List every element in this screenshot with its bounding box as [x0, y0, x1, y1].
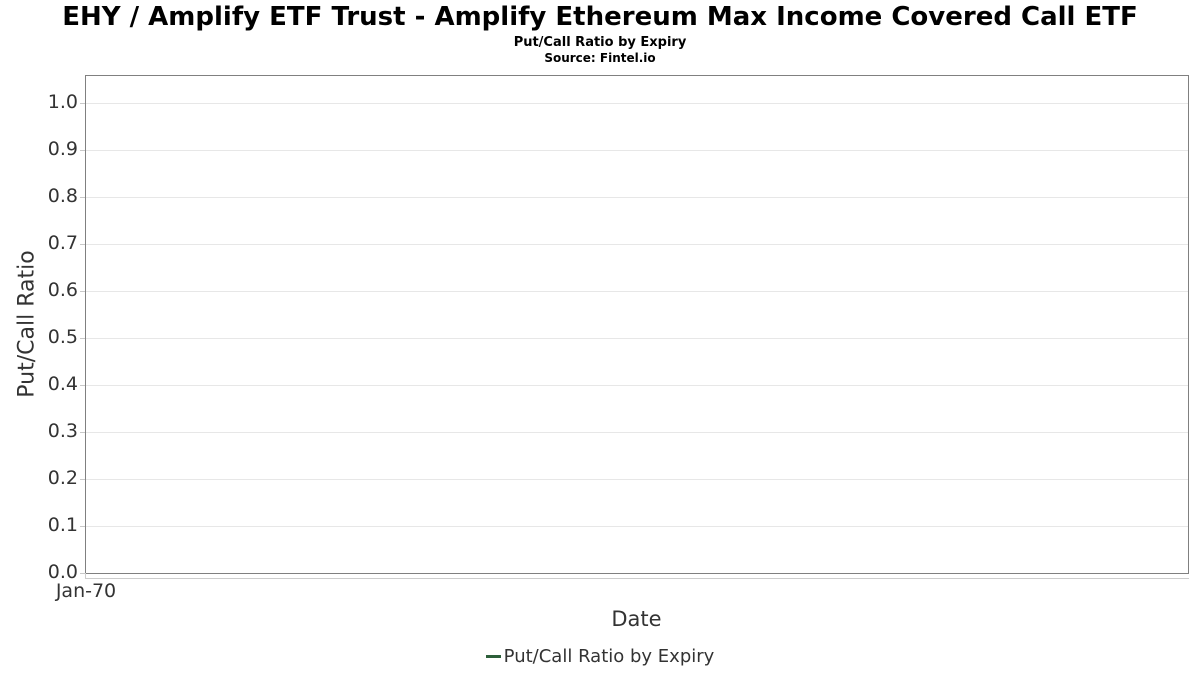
- legend-item-label: Put/Call Ratio by Expiry: [503, 646, 715, 667]
- legend-item[interactable]: Put/Call Ratio by Expiry: [485, 646, 715, 667]
- gridline: [86, 384, 1188, 386]
- gridline: [86, 431, 1188, 433]
- gridline: [86, 525, 1188, 527]
- gridline: [86, 102, 1188, 104]
- gridline: [86, 196, 1188, 198]
- y-axis-ticks: 0.0 0.1 0.2 0.3 0.4 0.5 0.6 0.7 0.8 0.9 1.0: [0, 75, 78, 583]
- y-tick-mark: [80, 573, 85, 574]
- gridline: [86, 290, 1188, 292]
- x-tick-label: Jan-70: [55, 580, 117, 602]
- gridline: [86, 243, 1188, 245]
- legend: Put/Call Ratio by Expiry: [0, 646, 1200, 667]
- y-tick-mark: [80, 243, 85, 245]
- y-tick-mark: [80, 149, 85, 151]
- chart-subtitle: Put/Call Ratio by Expiry: [513, 35, 687, 50]
- x-axis-title: Date: [611, 607, 662, 631]
- y-tick-mark: [80, 102, 85, 104]
- y-axis-title: Put/Call Ratio: [14, 250, 40, 398]
- plot-area: [80, 75, 1189, 574]
- y-tick-label: 0.0: [47, 561, 78, 583]
- y-tick-label: 1.0: [47, 90, 78, 113]
- x-axis-line: [85, 578, 1189, 579]
- gridline: [86, 478, 1188, 480]
- chart-title: EHY / Amplify ETF Trust - Amplify Ethere…: [62, 2, 1138, 32]
- y-tick-mark: [80, 290, 85, 292]
- y-tick-mark: [80, 384, 85, 386]
- legend-line-marker-icon: [485, 655, 501, 658]
- y-tick-label: 0.5: [47, 325, 78, 348]
- y-tick-label: 0.3: [47, 419, 78, 442]
- y-tick-label: 0.2: [47, 466, 78, 489]
- y-tick-label: 0.9: [47, 137, 78, 160]
- chart-source: Source: Fintel.io: [544, 51, 656, 65]
- y-tick-label: 0.1: [47, 513, 78, 536]
- y-tick-mark: [80, 337, 85, 339]
- y-tick-mark: [80, 478, 85, 480]
- y-tick-mark: [80, 431, 85, 433]
- y-tick-label: 0.8: [47, 184, 78, 207]
- y-tick-mark: [80, 196, 85, 198]
- y-tick-mark: [80, 525, 85, 527]
- gridline: [86, 337, 1188, 339]
- y-tick-label: 0.7: [47, 231, 78, 254]
- gridline: [86, 149, 1188, 151]
- y-tick-label: 0.4: [47, 372, 78, 395]
- y-tick-label: 0.6: [47, 278, 78, 301]
- x-tick-mark: [85, 573, 86, 578]
